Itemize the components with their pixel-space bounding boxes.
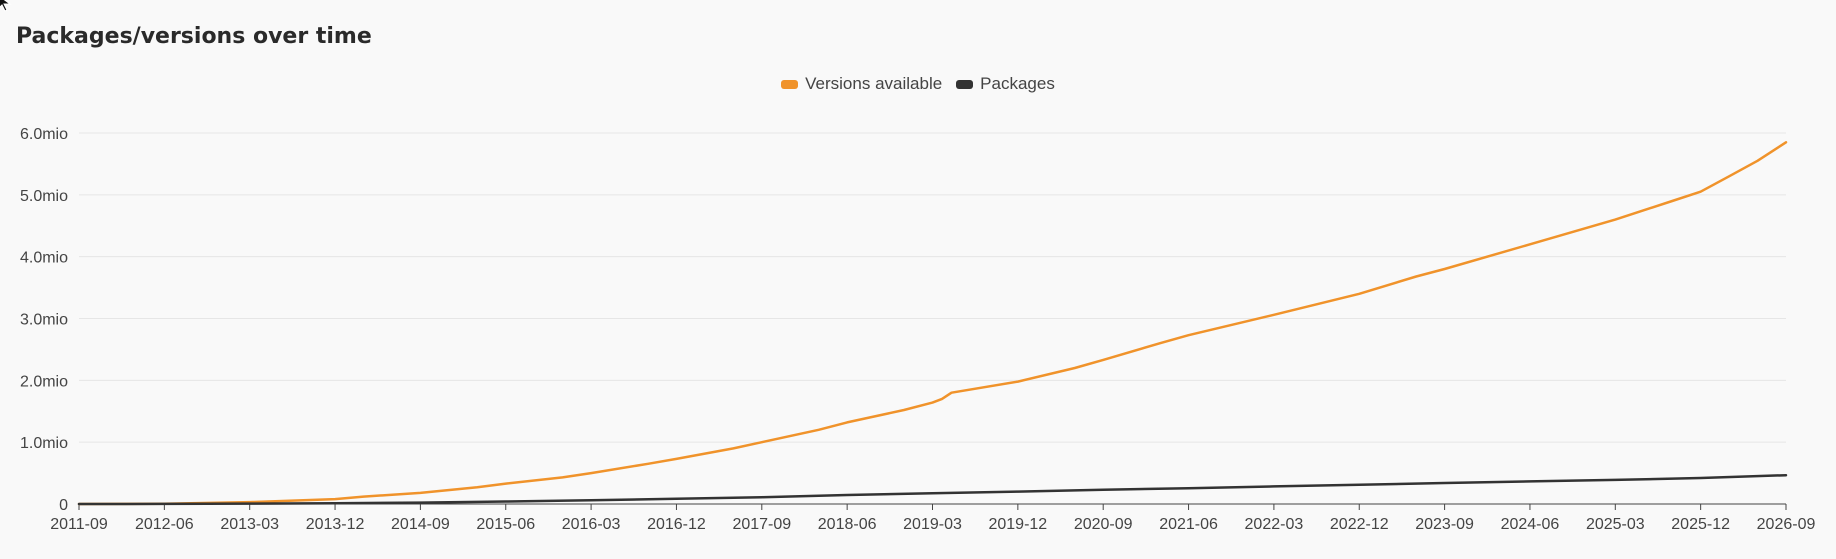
series-line-packages <box>77 473 1788 506</box>
x-tick-label: 2020-09 <box>1074 516 1133 533</box>
legend-label-versions: Versions available <box>805 74 943 93</box>
chart-legend: Versions available Packages <box>0 74 1836 94</box>
legend-item-versions[interactable]: Versions available <box>781 74 942 94</box>
legend-label-packages: Packages <box>980 74 1055 93</box>
y-tick-label: 2.0mio <box>20 373 68 390</box>
x-tick-label: 2014-09 <box>391 516 450 533</box>
x-tick-label: 2016-12 <box>647 516 706 533</box>
chart-title: Packages/versions over time <box>16 24 372 49</box>
y-tick-label: 3.0mio <box>20 312 68 329</box>
x-tick-label: 2015-06 <box>476 516 535 533</box>
y-tick-label: 0 <box>59 497 68 514</box>
x-tick-label: 2019-03 <box>903 516 962 533</box>
y-tick-label: 5.0mio <box>20 188 68 205</box>
x-tick-label: 2022-03 <box>1245 516 1304 533</box>
y-tick-label: 6.0mio <box>20 126 68 143</box>
series-line-versions <box>77 141 1788 506</box>
x-tick-label: 2018-06 <box>818 516 877 533</box>
x-tick-label: 2022-12 <box>1330 516 1389 533</box>
x-tick-label: 2013-03 <box>220 516 279 533</box>
x-tick-label: 2016-03 <box>562 516 621 533</box>
legend-swatch-packages <box>956 79 974 89</box>
legend-swatch-versions <box>781 79 799 89</box>
x-tick-label: 2025-12 <box>1671 516 1730 533</box>
legend-item-packages[interactable]: Packages <box>956 74 1055 94</box>
x-tick-label: 2025-03 <box>1586 516 1645 533</box>
x-tick-label: 2019-12 <box>988 516 1047 533</box>
y-tick-label: 1.0mio <box>20 435 68 452</box>
x-tick-label: 2026-09 <box>1757 516 1816 533</box>
x-tick-label: 2021-06 <box>1159 516 1218 533</box>
y-tick-label: 4.0mio <box>20 250 68 267</box>
x-tick-label: 2011-09 <box>50 516 108 533</box>
x-tick-label: 2023-09 <box>1415 516 1474 533</box>
x-tick-label: 2024-06 <box>1501 516 1560 533</box>
x-tick-label: 2012-06 <box>135 516 194 533</box>
x-tick-label: 2013-12 <box>306 516 365 533</box>
mouse-cursor-icon <box>0 0 12 12</box>
x-tick-label: 2017-09 <box>732 516 791 533</box>
